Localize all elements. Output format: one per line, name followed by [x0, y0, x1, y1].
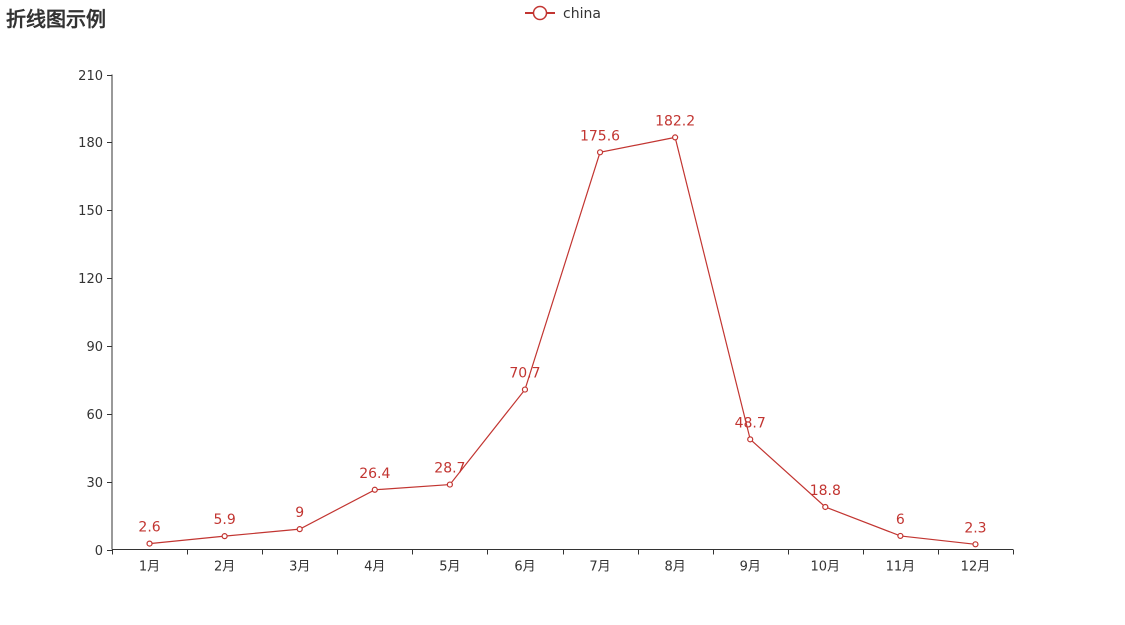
y-tick-label: 60 — [86, 408, 103, 423]
x-tick-label: 8月 — [664, 560, 685, 575]
y-tick-label: 150 — [78, 204, 103, 219]
data-label: 5.9 — [213, 512, 235, 528]
x-tick-label: 11月 — [886, 560, 916, 575]
data-label: 26.4 — [359, 466, 390, 482]
x-tick-label: 6月 — [514, 560, 535, 575]
data-point — [672, 134, 679, 141]
x-tick-label: 7月 — [589, 560, 610, 575]
data-point — [221, 533, 228, 540]
data-point — [521, 386, 529, 393]
x-tick-label: 10月 — [811, 560, 841, 575]
data-point — [146, 540, 153, 547]
y-tick-label: 90 — [86, 340, 103, 355]
x-tick-label: 12月 — [961, 560, 991, 575]
x-tick-label: 5月 — [439, 560, 460, 575]
y-tick-label: 180 — [78, 136, 103, 151]
data-label: 175.6 — [580, 128, 620, 144]
data-point — [296, 526, 303, 533]
x-tick-label: 9月 — [740, 560, 761, 575]
x-tick-label: 4月 — [364, 560, 385, 575]
data-point — [972, 541, 979, 548]
data-label: 70.7 — [509, 366, 540, 382]
y-tick-label: 30 — [86, 476, 103, 491]
series-line-china — [149, 136, 976, 545]
legend-label: china — [563, 6, 601, 22]
y-tick-label: 0 — [95, 544, 103, 559]
data-label: 2.3 — [964, 520, 986, 536]
data-point — [446, 481, 453, 488]
x-tick-label: 2月 — [214, 560, 235, 575]
data-point — [822, 503, 829, 511]
data-label: 28.7 — [434, 461, 465, 477]
data-label: 9 — [295, 505, 304, 521]
data-label: 18.8 — [810, 483, 841, 499]
legend-circle-icon — [532, 5, 548, 21]
data-label: 182.2 — [655, 113, 695, 129]
data-label: 2.6 — [138, 520, 160, 536]
x-tick-label: 3月 — [289, 560, 310, 575]
chart-title: 折线图示例 — [6, 7, 106, 31]
data-point — [371, 486, 378, 493]
data-label: 48.7 — [735, 415, 766, 431]
data-point — [897, 532, 904, 540]
y-tick-label: 210 — [78, 69, 103, 84]
data-label: 6 — [896, 512, 905, 528]
x-tick-label: 1月 — [139, 560, 160, 575]
data-point — [596, 149, 604, 156]
y-tick-label: 120 — [78, 272, 103, 287]
data-point — [747, 436, 754, 443]
